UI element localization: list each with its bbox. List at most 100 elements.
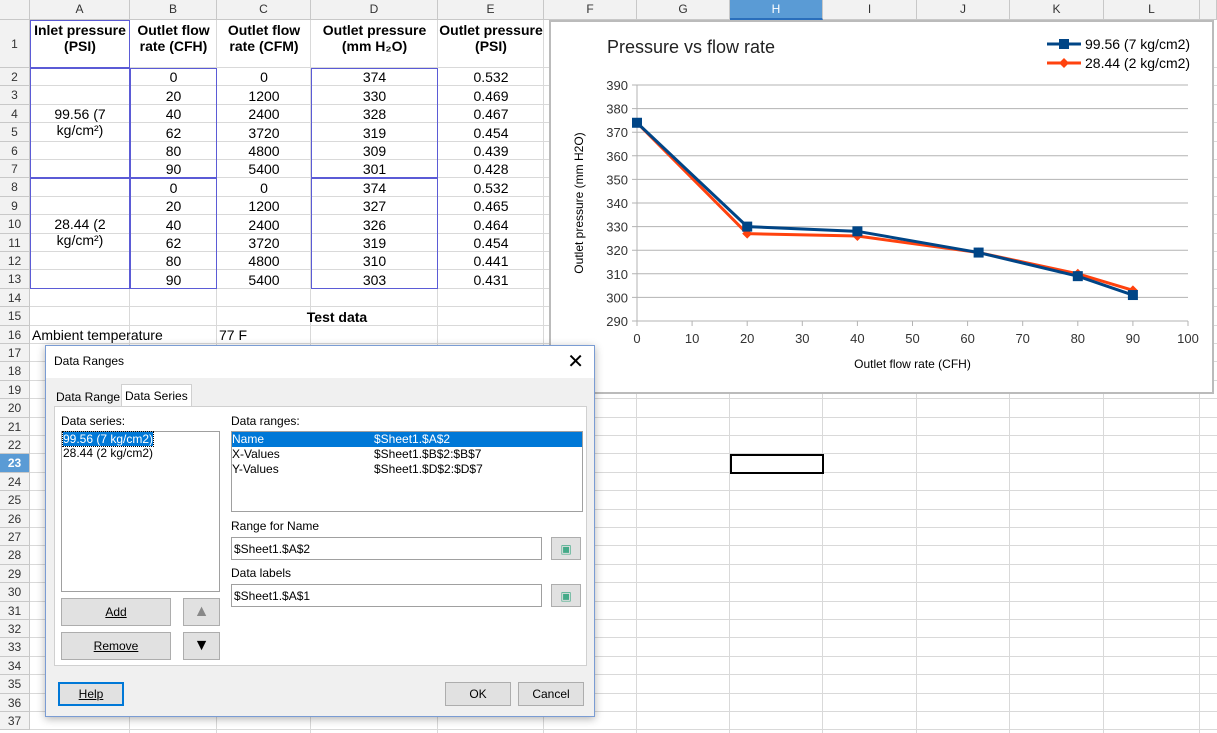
cell[interactable]: 77 F xyxy=(219,327,248,343)
cell[interactable]: Outlet flow rate (CFH) xyxy=(137,22,210,54)
row-header[interactable]: 13 xyxy=(0,270,30,289)
data-series-list[interactable]: 99.56 (7 kg/cm2) 28.44 (2 kg/cm2) xyxy=(61,431,220,592)
row-header[interactable]: 30 xyxy=(0,583,30,602)
cell[interactable]: 5400 xyxy=(248,271,280,288)
column-header[interactable]: E xyxy=(438,0,544,20)
row-header[interactable]: 12 xyxy=(0,252,30,270)
cell[interactable]: 301 xyxy=(362,161,387,177)
cell[interactable]: 319 xyxy=(362,235,387,251)
row-header[interactable]: 35 xyxy=(0,675,30,694)
column-header[interactable]: A xyxy=(30,0,130,20)
row-header[interactable]: 25 xyxy=(0,491,30,510)
row-header[interactable]: 11 xyxy=(0,234,30,252)
cell[interactable]: 2400 xyxy=(248,216,280,233)
cell[interactable]: 2400 xyxy=(248,106,280,122)
cell[interactable]: 62 xyxy=(165,124,182,141)
row-header[interactable]: 7 xyxy=(0,160,30,178)
add-button[interactable]: Add xyxy=(61,598,171,626)
cell[interactable]: 310 xyxy=(362,253,387,269)
select-range-button[interactable]: ▣ xyxy=(551,537,581,560)
cell[interactable]: 40 xyxy=(165,216,182,233)
cell[interactable]: 303 xyxy=(362,271,387,288)
column-header[interactable]: K xyxy=(1010,0,1104,20)
row-header[interactable]: 9 xyxy=(0,197,30,215)
cell[interactable]: 0.467 xyxy=(473,106,509,122)
row-header[interactable]: 31 xyxy=(0,602,30,620)
cell[interactable]: Outlet pressure (mm H₂O) xyxy=(322,22,427,54)
corner-select-all[interactable] xyxy=(0,0,30,20)
row-header[interactable]: 26 xyxy=(0,510,30,528)
cell[interactable]: 0 xyxy=(169,179,178,196)
cell[interactable]: 0.439 xyxy=(473,143,509,159)
cell[interactable]: 3720 xyxy=(248,124,280,141)
cell[interactable]: 80 xyxy=(165,143,182,159)
cell[interactable]: 4800 xyxy=(248,143,280,159)
cell[interactable]: 309 xyxy=(362,143,387,159)
row-header[interactable]: 2 xyxy=(0,68,30,86)
column-header[interactable] xyxy=(1200,0,1217,20)
cell[interactable]: 20 xyxy=(165,198,182,214)
range-row[interactable]: X-Values $Sheet1.$B$2:$B$7 xyxy=(232,447,582,462)
cell[interactable]: 99.56 (7 kg/cm²) xyxy=(54,106,106,138)
cell[interactable]: Test data xyxy=(306,308,368,325)
row-header[interactable]: 28 xyxy=(0,546,30,565)
cell[interactable]: 80 xyxy=(165,253,182,269)
cell[interactable]: 0.428 xyxy=(473,161,509,177)
row-header[interactable]: 36 xyxy=(0,694,30,712)
cell[interactable]: 0.454 xyxy=(473,124,509,141)
remove-button[interactable]: Remove xyxy=(61,632,171,660)
row-header[interactable]: 18 xyxy=(0,362,30,381)
row-header[interactable]: 14 xyxy=(0,289,30,307)
row-header[interactable]: 5 xyxy=(0,123,30,142)
cell[interactable]: 28.44 (2 kg/cm²) xyxy=(54,216,106,248)
row-header[interactable]: 37 xyxy=(0,712,30,730)
list-item[interactable]: 99.56 (7 kg/cm2) xyxy=(61,431,155,447)
row-header[interactable]: 24 xyxy=(0,473,30,491)
range-row[interactable]: Name $Sheet1.$A$2 xyxy=(232,432,582,447)
cell[interactable]: 3720 xyxy=(248,235,280,251)
cell[interactable]: 62 xyxy=(165,235,182,251)
row-header[interactable]: 21 xyxy=(0,418,30,436)
tab-data-range[interactable]: Data Range xyxy=(56,390,121,404)
cell[interactable]: 0.465 xyxy=(473,198,509,214)
row-header[interactable]: 4 xyxy=(0,105,30,123)
cell-cursor[interactable] xyxy=(730,454,824,474)
cell[interactable]: 328 xyxy=(362,106,387,122)
column-header[interactable]: B xyxy=(130,0,217,20)
column-header[interactable]: H xyxy=(730,0,823,20)
cell[interactable]: Outlet pressure (PSI) xyxy=(439,22,543,54)
cell[interactable]: 0.464 xyxy=(473,216,509,233)
cell[interactable]: 0 xyxy=(169,69,178,85)
cell[interactable]: 40 xyxy=(165,106,182,122)
move-down-button[interactable]: ▼ xyxy=(183,632,220,660)
row-header[interactable]: 16 xyxy=(0,326,30,344)
column-header[interactable]: J xyxy=(917,0,1010,20)
cell[interactable]: 319 xyxy=(362,124,387,141)
list-item[interactable]: 28.44 (2 kg/cm2) xyxy=(63,446,154,460)
row-header[interactable]: 19 xyxy=(0,381,30,399)
cell[interactable]: 0.431 xyxy=(473,271,509,288)
column-header[interactable]: I xyxy=(823,0,917,20)
cell[interactable]: Outlet flow rate (CFM) xyxy=(227,22,301,54)
range-row[interactable]: Y-Values $Sheet1.$D$2:$D$7 xyxy=(232,462,582,477)
cell[interactable]: 330 xyxy=(362,87,387,104)
cell[interactable]: Ambient temperature xyxy=(32,327,163,343)
cell[interactable]: 326 xyxy=(362,216,387,233)
row-header[interactable]: 8 xyxy=(0,178,30,197)
cell[interactable]: 1200 xyxy=(248,87,280,104)
row-header[interactable]: 23 xyxy=(0,454,30,473)
move-up-button[interactable]: ▲ xyxy=(183,598,220,626)
cell[interactable]: 4800 xyxy=(248,253,280,269)
cell[interactable]: 1200 xyxy=(248,198,280,214)
cell[interactable]: 90 xyxy=(165,271,182,288)
row-header[interactable]: 1 xyxy=(0,20,30,68)
cell[interactable]: 0.469 xyxy=(473,87,509,104)
row-header[interactable]: 29 xyxy=(0,565,30,583)
column-header[interactable]: D xyxy=(311,0,438,20)
row-header[interactable]: 10 xyxy=(0,215,30,234)
data-ranges-list[interactable]: Name $Sheet1.$A$2 X-Values $Sheet1.$B$2:$B$… xyxy=(231,431,583,512)
row-header[interactable]: 17 xyxy=(0,344,30,362)
cell[interactable]: 0.454 xyxy=(473,235,509,251)
tab-data-series[interactable]: Data Series xyxy=(121,384,192,406)
cell[interactable]: 0 xyxy=(260,179,268,196)
